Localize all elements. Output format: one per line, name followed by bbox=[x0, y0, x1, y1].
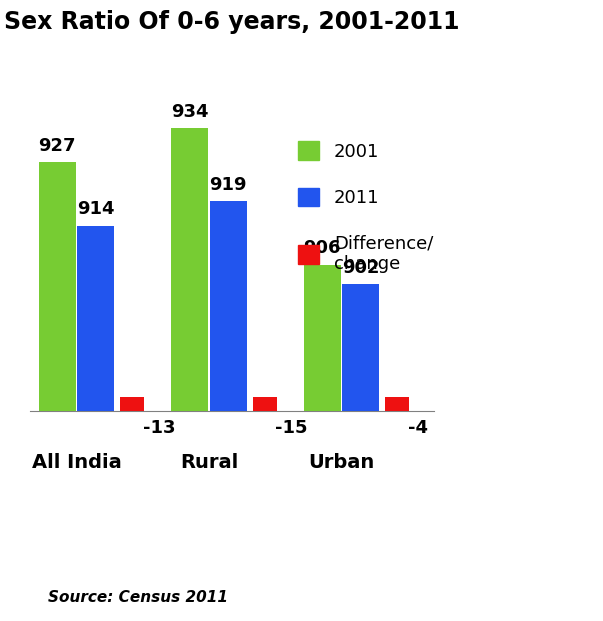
Text: Source: Census 2011: Source: Census 2011 bbox=[48, 591, 229, 605]
Bar bbox=[77, 225, 114, 412]
Bar bbox=[342, 284, 379, 412]
Legend: 2001, 2011, Difference/
change: 2001, 2011, Difference/ change bbox=[298, 142, 433, 273]
Text: 919: 919 bbox=[209, 176, 247, 194]
Bar bbox=[385, 397, 409, 412]
Bar bbox=[210, 201, 247, 412]
Text: 902: 902 bbox=[342, 259, 379, 277]
Text: 914: 914 bbox=[77, 201, 115, 219]
Title: Sex Ratio Of 0-6 years, 2001-2011: Sex Ratio Of 0-6 years, 2001-2011 bbox=[4, 10, 460, 34]
Bar bbox=[253, 397, 277, 412]
Text: 934: 934 bbox=[171, 102, 209, 120]
Text: -4: -4 bbox=[408, 419, 428, 437]
Text: 927: 927 bbox=[39, 137, 76, 155]
Text: -15: -15 bbox=[275, 419, 308, 437]
Text: -13: -13 bbox=[143, 419, 175, 437]
Bar bbox=[39, 162, 76, 412]
Bar bbox=[120, 397, 144, 412]
Bar bbox=[304, 265, 341, 412]
Text: 906: 906 bbox=[303, 240, 341, 258]
Bar bbox=[171, 128, 208, 412]
